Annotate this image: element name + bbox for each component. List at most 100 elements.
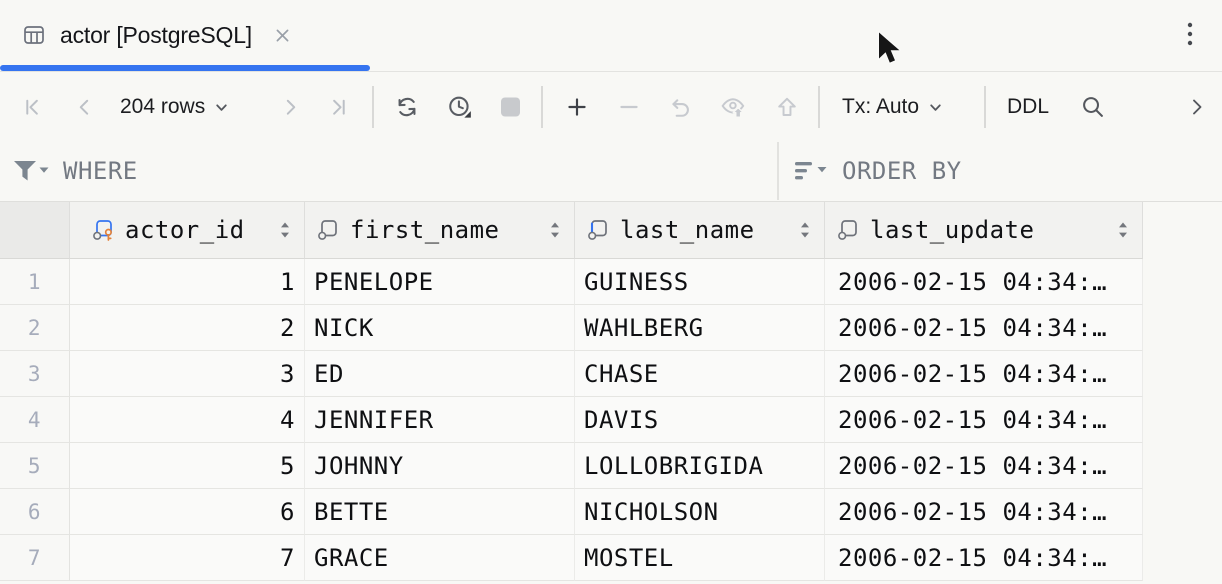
cell-first-name[interactable]: JOHNNY [305, 443, 575, 489]
cell-last-name[interactable]: GUINESS [575, 259, 825, 305]
cell-last-update[interactable]: 2006-02-15 04:34:… [825, 397, 1143, 443]
primary-key-column-icon [93, 219, 112, 241]
chevron-right-icon [286, 99, 296, 115]
cell-actor-id[interactable]: 6 [70, 489, 305, 535]
last-page-button[interactable] [326, 95, 351, 120]
filter-bar: WHERE ORDER BY [0, 142, 1222, 202]
revert-changes-button[interactable] [668, 94, 694, 120]
cell-first-name[interactable]: GRACE [305, 535, 575, 581]
row-number[interactable]: 1 [0, 259, 70, 305]
cell-actor-id[interactable]: 4 [70, 397, 305, 443]
stop-button[interactable] [501, 97, 520, 117]
cell-last-update[interactable]: 2006-02-15 04:34:… [825, 259, 1143, 305]
submit-changes-button[interactable] [774, 94, 800, 120]
grid-toolbar: 204 rows [0, 72, 1222, 142]
column-header-last-update[interactable]: last_update [825, 202, 1143, 259]
cell-first-name[interactable]: PENELOPE [305, 259, 575, 305]
cell-last-update[interactable]: 2006-02-15 04:34:… [825, 443, 1143, 489]
cell-last-name[interactable]: WAHLBERG [575, 305, 825, 351]
sort-lines-icon[interactable] [793, 157, 829, 185]
column-name: first_name [350, 216, 500, 244]
close-icon[interactable] [274, 27, 291, 44]
expand-toolbar-button[interactable] [1186, 96, 1208, 118]
ddl-label: DDL [1007, 95, 1050, 118]
cell-actor-id[interactable]: 1 [70, 259, 305, 305]
grid-corner-cell[interactable] [0, 202, 70, 259]
toolbar-separator [818, 86, 820, 128]
row-number[interactable]: 2 [0, 305, 70, 351]
ddl-button[interactable]: DDL [1007, 95, 1049, 119]
add-row-button[interactable] [564, 94, 590, 120]
cell-actor-id[interactable]: 5 [70, 443, 305, 489]
sort-arrows-icon[interactable] [279, 220, 291, 240]
tab-bar: actor [PostgreSQL] [0, 0, 1222, 72]
sort-arrows-icon[interactable] [549, 220, 561, 240]
toolbar-separator [541, 86, 543, 128]
stop-icon [501, 97, 520, 117]
filter-funnel-icon[interactable] [10, 156, 50, 186]
cell-last-name[interactable]: DAVIS [575, 397, 825, 443]
undo-icon [672, 99, 689, 117]
cell-last-update[interactable]: 2006-02-15 04:34:… [825, 305, 1143, 351]
cell-actor-id[interactable]: 7 [70, 535, 305, 581]
chevron-down-icon [930, 103, 941, 111]
delete-row-button[interactable] [616, 94, 642, 120]
cell-last-name[interactable]: NICHOLSON [575, 489, 825, 535]
cell-first-name[interactable]: BETTE [305, 489, 575, 535]
previous-page-button[interactable] [72, 95, 97, 120]
next-page-button[interactable] [278, 95, 303, 120]
cell-last-name[interactable]: LOLLOBRIGIDA [575, 443, 825, 489]
first-page-button[interactable] [20, 95, 45, 120]
first-page-icon [26, 99, 38, 115]
preview-pending-changes-button[interactable] [720, 94, 748, 120]
transaction-mode-label: Tx: Auto [842, 95, 920, 118]
order-by-field[interactable]: ORDER BY [779, 142, 1222, 200]
row-number[interactable]: 4 [0, 397, 70, 443]
chevron-right-icon [1193, 99, 1202, 115]
search-icon [1083, 97, 1103, 117]
cell-last-update[interactable]: 2006-02-15 04:34:… [825, 351, 1143, 397]
arrow-up-icon [778, 97, 796, 116]
refresh-button[interactable] [394, 94, 420, 120]
column-header-last-name[interactable]: last_name [575, 202, 825, 259]
sort-arrows-icon[interactable] [799, 220, 811, 240]
column-header-actor-id[interactable]: actor_id [70, 202, 305, 259]
row-number[interactable]: 5 [0, 443, 70, 489]
plus-icon [568, 98, 586, 116]
cell-first-name[interactable]: ED [305, 351, 575, 397]
cell-first-name[interactable]: NICK [305, 305, 575, 351]
kebab-menu-icon[interactable] [1180, 18, 1200, 50]
filter-separator [777, 142, 779, 200]
order-by-label: ORDER BY [842, 157, 962, 185]
table-icon [24, 26, 44, 44]
clock-icon [449, 96, 471, 118]
tab-actor-postgresql[interactable]: actor [PostgreSQL] [0, 0, 311, 70]
row-number[interactable]: 7 [0, 535, 70, 581]
last-page-icon [333, 99, 345, 115]
cell-actor-id[interactable]: 2 [70, 305, 305, 351]
indexed-column-icon [588, 219, 607, 240]
cell-last-update[interactable]: 2006-02-15 04:34:… [825, 489, 1143, 535]
toolbar-separator [984, 86, 986, 128]
column-icon [318, 219, 337, 240]
transaction-mode-dropdown[interactable]: Tx: Auto [842, 95, 943, 119]
preview-changes-icon [721, 98, 745, 118]
page-size-dropdown[interactable]: 204 rows [120, 95, 229, 119]
cell-last-name[interactable]: CHASE [575, 351, 825, 397]
chevron-down-icon [216, 103, 227, 111]
column-name: actor_id [125, 216, 245, 244]
row-number[interactable]: 6 [0, 489, 70, 535]
column-icon [838, 219, 857, 240]
cell-first-name[interactable]: JENNIFER [305, 397, 575, 443]
row-number[interactable]: 3 [0, 351, 70, 397]
auto-refresh-button[interactable] [447, 94, 473, 120]
sort-arrows-icon[interactable] [1117, 220, 1129, 240]
cell-last-name[interactable]: MOSTEL [575, 535, 825, 581]
tab-title: actor [PostgreSQL] [60, 21, 252, 48]
search-button[interactable] [1080, 94, 1106, 120]
cell-actor-id[interactable]: 3 [70, 351, 305, 397]
where-filter-field[interactable]: WHERE [0, 142, 777, 200]
column-header-first-name[interactable]: first_name [305, 202, 575, 259]
cell-last-update[interactable]: 2006-02-15 04:34:… [825, 535, 1143, 581]
